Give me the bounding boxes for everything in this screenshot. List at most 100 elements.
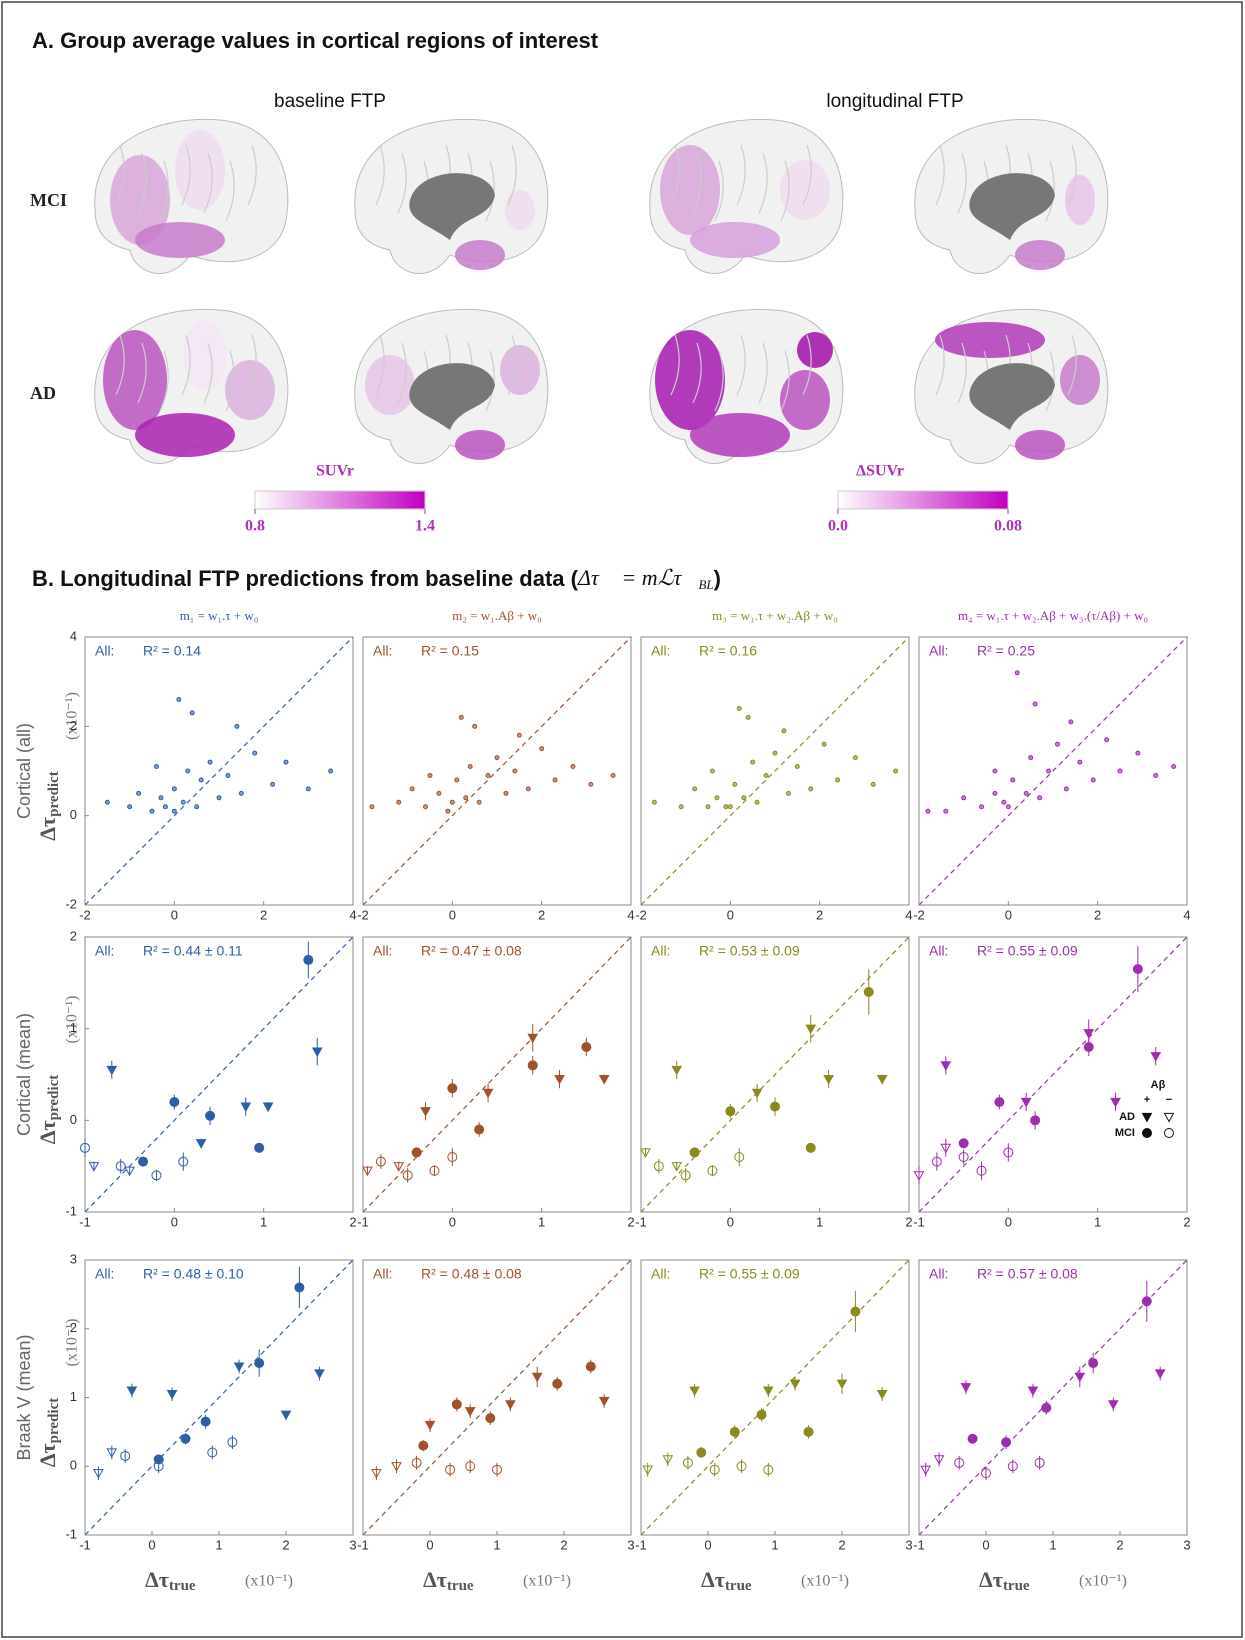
identity-line [641, 1260, 909, 1535]
colorbar-tick-label: 0.0 [828, 518, 848, 535]
point [1142, 1297, 1151, 1306]
point [995, 1098, 1004, 1107]
point [836, 778, 840, 782]
colorbar-tick-label: 0.08 [994, 518, 1022, 535]
x-tick-label: 0 [727, 907, 734, 922]
title-text: ) [714, 566, 721, 591]
model-title: m₄ = w₁.τ + w₂.Aβ + w₃.(τ/Aβ) + w₀ [958, 608, 1148, 623]
x-tick-label: 4 [627, 907, 634, 922]
point [1151, 1053, 1160, 1061]
subscript: true [1003, 1578, 1030, 1594]
x-tick-label: 0 [449, 907, 456, 922]
point [824, 1075, 833, 1083]
y-tick-label: -2 [65, 896, 77, 911]
x-tick-label: 1 [1094, 1214, 1101, 1229]
point [206, 1111, 215, 1120]
identity-line [85, 937, 353, 1212]
point [822, 742, 826, 746]
colorbar [255, 491, 425, 509]
point [1006, 805, 1010, 809]
point [878, 1390, 887, 1398]
annotation: All: [95, 1266, 114, 1282]
y-tick-label: 2 [70, 718, 77, 733]
point [690, 1387, 699, 1395]
y-tick-label: 0 [70, 1458, 77, 1473]
point [163, 805, 167, 809]
subscript: true [447, 1578, 474, 1594]
point [961, 1384, 970, 1392]
identity-line [363, 637, 631, 905]
point [306, 787, 310, 791]
formula-subscript: BL [698, 577, 713, 592]
point [168, 1390, 177, 1398]
point [421, 1108, 430, 1116]
x-axis-unit: (x10⁻¹) [245, 1573, 293, 1590]
point [1133, 965, 1142, 974]
y-tick-label: 3 [70, 1251, 77, 1266]
point [706, 805, 710, 809]
brain-region [1015, 430, 1065, 460]
y-tick-label: 2 [70, 928, 77, 943]
column-title: longitudinal FTP [826, 91, 963, 112]
point [437, 791, 441, 795]
brain-region [1060, 355, 1100, 405]
annotation: All: [373, 643, 392, 659]
point [715, 796, 719, 800]
point [484, 1089, 493, 1097]
point [1172, 765, 1176, 769]
point [724, 805, 728, 809]
point [241, 1103, 250, 1111]
point [105, 800, 109, 804]
x-tick-label: 0 [148, 1537, 155, 1552]
point [571, 765, 575, 769]
x-tick-label: 2 [282, 1537, 289, 1552]
point [746, 715, 750, 719]
point [255, 1143, 264, 1152]
point [553, 1379, 562, 1388]
point [733, 782, 737, 786]
annotation: All: [651, 943, 670, 959]
point [726, 1107, 735, 1116]
x-tick-label: 4 [1183, 907, 1190, 922]
point [315, 1370, 324, 1378]
point [1084, 1030, 1093, 1038]
brain-region [935, 322, 1045, 358]
point [764, 773, 768, 777]
r-squared: R² = 0.16 [699, 643, 757, 659]
row-label: Braak V (mean) [14, 1334, 34, 1460]
point [652, 800, 656, 804]
x-tick-label: -2 [357, 907, 369, 922]
x-tick-label: 1 [538, 1214, 545, 1229]
brain-region [455, 430, 505, 460]
x-tick-label: 2 [1116, 1537, 1123, 1552]
point [370, 805, 374, 809]
point [980, 805, 984, 809]
point [1024, 791, 1028, 795]
point [208, 760, 212, 764]
brain-region [455, 240, 505, 270]
point [697, 1448, 706, 1457]
r-squared: R² = 0.48 ± 0.10 [143, 1266, 244, 1282]
annotation: All: [651, 643, 670, 659]
brain-region [655, 330, 725, 430]
point [993, 791, 997, 795]
point [1075, 1373, 1084, 1381]
point [428, 773, 432, 777]
identity-line [363, 1260, 631, 1535]
point [201, 1417, 210, 1426]
point [795, 765, 799, 769]
point [1022, 1098, 1031, 1106]
x-tick-label: -1 [635, 1537, 647, 1552]
colorbar-tick-label: 0.8 [245, 518, 265, 535]
point [1105, 738, 1109, 742]
r-squared: R² = 0.47 ± 0.08 [421, 943, 522, 959]
point [1154, 773, 1158, 777]
identity-line [919, 637, 1187, 905]
point [1156, 1370, 1165, 1378]
x-tick-label: -1 [79, 1214, 91, 1229]
point [426, 1421, 435, 1429]
brain-region [690, 413, 790, 457]
point [172, 809, 176, 813]
point [1055, 742, 1059, 746]
point [962, 796, 966, 800]
